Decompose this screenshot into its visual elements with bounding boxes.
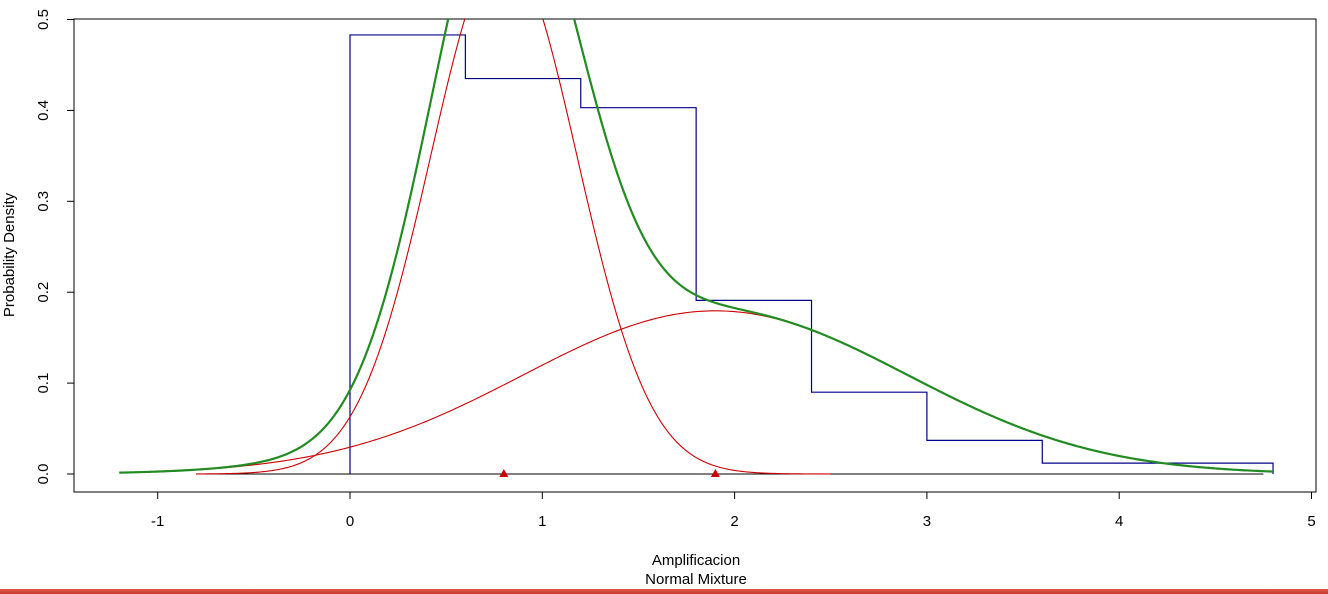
- x-tick-label: -1: [151, 513, 164, 530]
- mean-marker: [710, 469, 720, 477]
- y-tick-label: 0.4: [35, 100, 52, 121]
- mean-marker: [499, 469, 509, 477]
- y-tick-label: 0.3: [35, 191, 52, 212]
- y-axis-title: Probability Density: [1, 192, 18, 317]
- mean-markers: [499, 469, 720, 477]
- component-curve: [196, 310, 1264, 472]
- y-tick-label: 0.2: [35, 282, 52, 303]
- x-tick-label: 0: [346, 513, 354, 530]
- plot-frame: [73, 18, 1317, 493]
- series-layer: [119, 19, 1274, 475]
- chart-subtitle: Normal Mixture: [645, 571, 747, 588]
- y-axis: 0.0 0.1 0.2 0.3 0.4 0.5: [35, 9, 74, 484]
- histogram-outline: [349, 34, 1274, 474]
- mixture-curve: [119, 19, 1274, 474]
- x-tick-label: 1: [538, 513, 546, 530]
- taskbar-strip: [0, 589, 1328, 594]
- y-tick-label: 0.1: [35, 373, 52, 394]
- y-tick-label: 0.0: [35, 464, 52, 485]
- x-axis: -1 0 1 2 3 4 5: [151, 492, 1316, 530]
- y-tick-label: 0.5: [35, 9, 52, 30]
- x-tick-label: 4: [1115, 513, 1123, 530]
- x-tick-label: 5: [1307, 513, 1315, 530]
- x-tick-label: 3: [923, 513, 931, 530]
- x-tick-label: 2: [730, 513, 738, 530]
- component-curve: [196, 19, 831, 475]
- x-axis-title: Amplificacion: [652, 552, 740, 569]
